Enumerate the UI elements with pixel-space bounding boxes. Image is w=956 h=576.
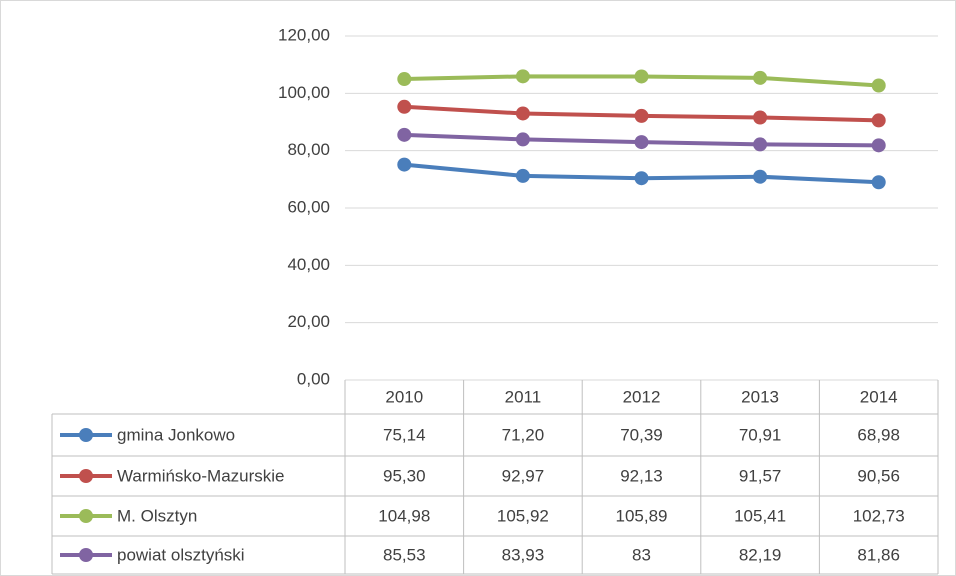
table-value: 104,98	[378, 506, 430, 525]
table-value: 105,89	[616, 506, 668, 525]
table-value: 71,20	[502, 425, 545, 444]
series-marker	[871, 78, 886, 93]
table-value: 91,57	[739, 466, 782, 485]
y-tick-label: 100,00	[278, 83, 330, 102]
series-marker	[397, 99, 412, 114]
series-marker	[397, 157, 412, 172]
series-marker	[871, 138, 886, 153]
table-value: 95,30	[383, 466, 426, 485]
series-marker	[753, 110, 768, 125]
table-value: 81,86	[857, 545, 900, 564]
y-tick-label: 60,00	[287, 197, 330, 216]
series-marker	[753, 137, 768, 152]
series-marker	[634, 135, 649, 150]
legend-label: powiat olsztyński	[117, 545, 245, 564]
table-value: 90,56	[857, 466, 900, 485]
series-marker	[515, 132, 530, 147]
legend-label: gmina Jonkowo	[117, 425, 235, 444]
y-tick-label: 40,00	[287, 255, 330, 274]
table-value: 83,93	[502, 545, 545, 564]
series-marker	[753, 70, 768, 85]
series-marker	[871, 113, 886, 128]
table-value: 105,92	[497, 506, 549, 525]
series-marker	[634, 69, 649, 84]
table-value: 75,14	[383, 425, 426, 444]
legend-marker	[79, 548, 93, 562]
table-value: 92,13	[620, 466, 663, 485]
x-tick-label: 2012	[623, 387, 661, 406]
table-value: 105,41	[734, 506, 786, 525]
legend-label: Warmińsko-Mazurskie	[117, 466, 285, 485]
y-tick-label: 120,00	[278, 25, 330, 44]
y-tick-label: 20,00	[287, 312, 330, 331]
series-marker	[515, 69, 530, 84]
series-marker	[634, 108, 649, 123]
y-tick-label: 0,00	[297, 369, 330, 388]
table-value: 83	[632, 545, 651, 564]
x-tick-label: 2013	[741, 387, 779, 406]
table-value: 70,39	[620, 425, 663, 444]
series-marker	[634, 171, 649, 186]
x-tick-label: 2014	[860, 387, 898, 406]
series-marker	[753, 169, 768, 184]
table-value: 82,19	[739, 545, 782, 564]
table-value: 92,97	[502, 466, 545, 485]
legend-marker	[79, 509, 93, 523]
table-value: 70,91	[739, 425, 782, 444]
series-marker	[515, 168, 530, 183]
table-value: 102,73	[853, 506, 905, 525]
series-marker	[871, 175, 886, 190]
legend-marker	[79, 428, 93, 442]
series-marker	[515, 106, 530, 121]
table-value: 85,53	[383, 545, 426, 564]
table-value: 68,98	[857, 425, 900, 444]
x-tick-label: 2010	[385, 387, 423, 406]
series-marker	[397, 127, 412, 142]
legend-marker	[79, 469, 93, 483]
series-marker	[397, 72, 412, 87]
y-tick-label: 80,00	[287, 140, 330, 159]
x-tick-label: 2011	[505, 387, 542, 406]
legend-label: M. Olsztyn	[117, 506, 197, 525]
